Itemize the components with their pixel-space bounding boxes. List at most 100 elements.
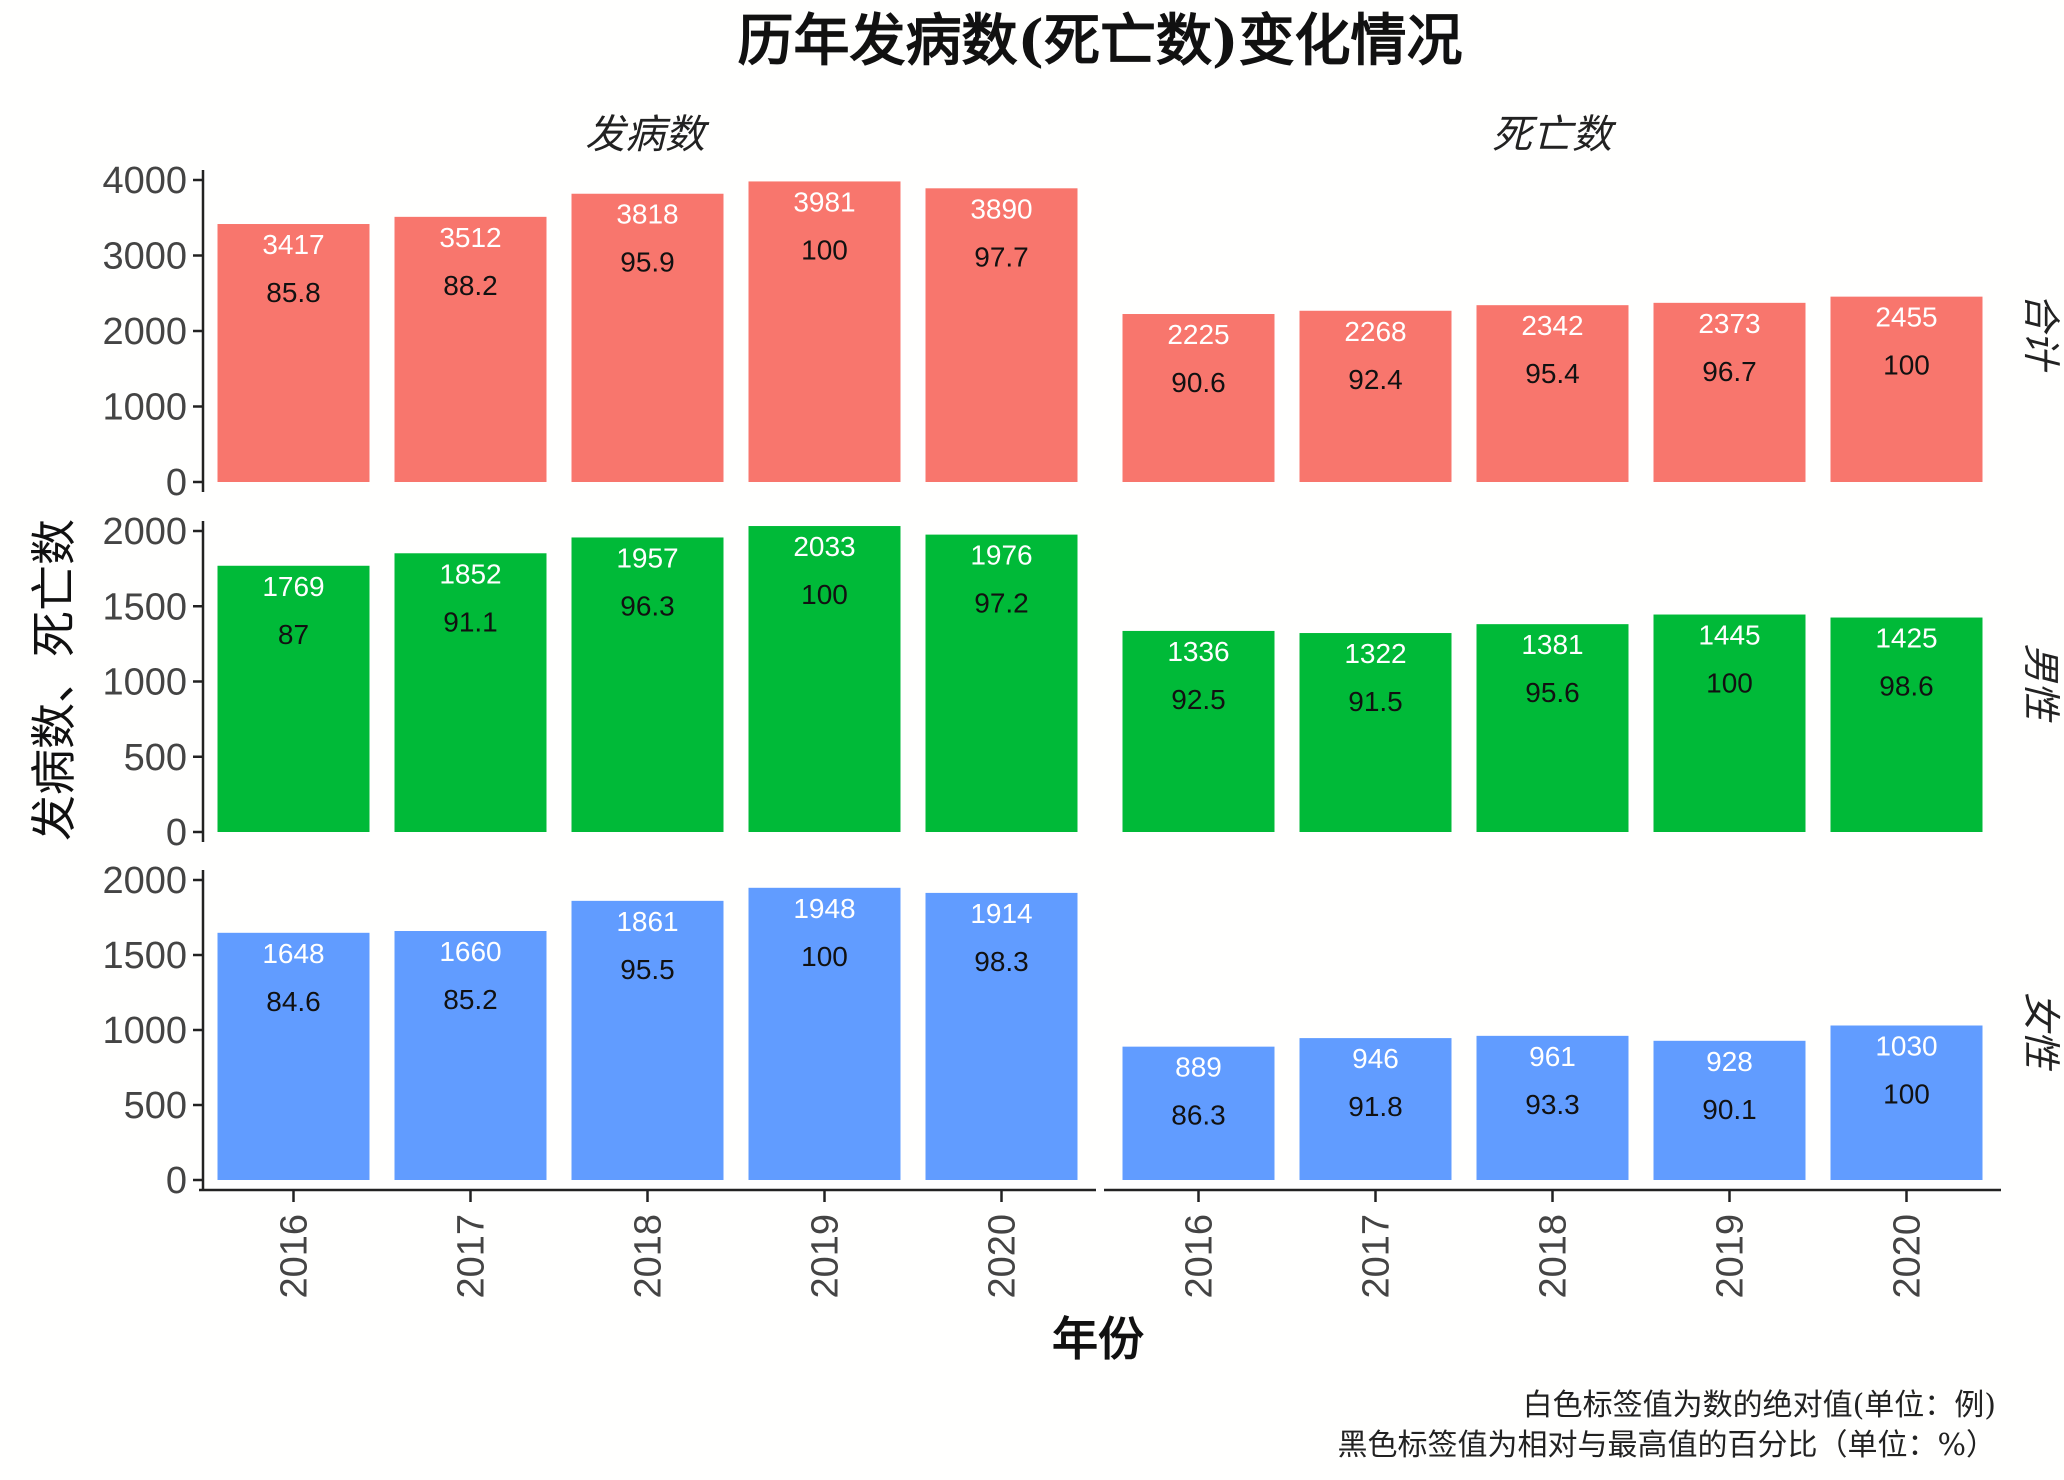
- bar-percent-label: 95.6: [1525, 677, 1580, 708]
- y-tick-label: 1500: [102, 586, 187, 628]
- bar-percent-label: 90.1: [1702, 1094, 1757, 1125]
- bar: [1476, 624, 1629, 832]
- y-tick-label: 4000: [102, 160, 187, 202]
- y-axis-title: 发病数、死亡数: [27, 519, 81, 841]
- bar-value-label: 2373: [1698, 308, 1760, 339]
- bar-percent-label: 100: [801, 579, 848, 610]
- bar: [1476, 305, 1629, 482]
- bar-value-label: 3981: [793, 186, 855, 217]
- bar-percent-label: 92.4: [1348, 364, 1403, 395]
- row-strip-label: 女性: [2019, 992, 2063, 1072]
- bar-percent-label: 91.8: [1348, 1091, 1403, 1122]
- x-tick-label: 2019: [1710, 1214, 1752, 1299]
- y-tick-label: 0: [166, 812, 187, 854]
- bar-percent-label: 95.5: [620, 954, 675, 985]
- bar-percent-label: 100: [1883, 1079, 1930, 1110]
- bar-value-label: 1336: [1167, 636, 1229, 667]
- x-tick-label: 2020: [982, 1214, 1024, 1299]
- bar-percent-label: 100: [801, 234, 848, 265]
- bar-value-label: 961: [1529, 1041, 1576, 1072]
- bar-percent-label: 100: [1883, 350, 1930, 381]
- y-tick-label: 0: [166, 1160, 187, 1202]
- bar: [1476, 1035, 1629, 1180]
- bar-value-label: 1976: [970, 540, 1032, 571]
- bar-value-label: 3512: [439, 222, 501, 253]
- bar-percent-label: 95.9: [620, 247, 675, 278]
- bar-percent-label: 98.6: [1879, 671, 1934, 702]
- bar-percent-label: 93.3: [1525, 1089, 1580, 1120]
- bar-percent-label: 92.5: [1171, 684, 1226, 715]
- column-strip-incidence: 发病数: [585, 112, 710, 158]
- caption-line-2: 黑色标签值为相对与最高值的百分比（单位：%）: [1337, 1428, 1996, 1463]
- bar-percent-label: 96.3: [620, 590, 675, 621]
- y-tick-label: 1000: [102, 387, 187, 429]
- bar: [1830, 1025, 1983, 1180]
- bar-value-label: 2268: [1344, 316, 1406, 347]
- bar-value-label: 2033: [793, 531, 855, 562]
- row-strip-label: 合计: [2019, 293, 2063, 373]
- y-tick-label: 1000: [102, 1010, 187, 1052]
- bar: [1122, 630, 1275, 832]
- bar: [394, 216, 547, 482]
- bar: [394, 931, 547, 1180]
- bar-value-label: 1769: [262, 571, 324, 602]
- bar: [1299, 633, 1452, 832]
- bar-percent-label: 88.2: [443, 270, 498, 301]
- bar-value-label: 1425: [1875, 623, 1937, 654]
- caption-line-1: 白色标签值为数的绝对值(单位：例): [1523, 1388, 1996, 1423]
- bar: [394, 553, 547, 832]
- bar-value-label: 2225: [1167, 319, 1229, 350]
- row-strip-label: 男性: [2019, 643, 2063, 723]
- bar-value-label: 1852: [439, 558, 501, 589]
- bar: [217, 932, 370, 1180]
- y-tick-label: 1000: [102, 662, 187, 704]
- x-tick-label: 2020: [1887, 1214, 1929, 1299]
- bar: [1122, 314, 1275, 482]
- bar-value-label: 1957: [616, 542, 678, 573]
- bar-value-label: 1445: [1698, 620, 1760, 651]
- bar: [1122, 1046, 1275, 1180]
- bar: [1830, 617, 1983, 832]
- y-tick-label: 2000: [102, 511, 187, 553]
- bar: [1653, 302, 1806, 482]
- y-axes-group: 0 1000 2000 3000 4000 0 500 1000 1500 2000 0 500 100…: [102, 160, 205, 1202]
- bar: [748, 887, 901, 1180]
- y-tick-label: 2000: [102, 311, 187, 353]
- bar: [571, 900, 724, 1180]
- y-tick-label: 1500: [102, 935, 187, 977]
- bar-value-label: 928: [1706, 1046, 1753, 1077]
- bar-value-label: 3890: [970, 193, 1032, 224]
- bar-percent-label: 95.4: [1525, 358, 1580, 389]
- bar-percent-label: 98.3: [974, 946, 1029, 977]
- bar: [1299, 310, 1452, 482]
- bar: [1653, 614, 1806, 832]
- bar-value-label: 1914: [970, 898, 1032, 929]
- x-tick-label: 2018: [1533, 1214, 1575, 1299]
- bar: [925, 534, 1078, 832]
- bar: [1653, 1040, 1806, 1180]
- x-axes-group: 2016 2017 2018 2019 2020 2016 2017 2018 2019 2020: [199, 1188, 2001, 1299]
- bar-percent-label: 91.5: [1348, 686, 1403, 717]
- bar-percent-label: 87: [278, 619, 309, 650]
- bar-percent-label: 97.2: [974, 588, 1029, 619]
- y-tick-label: 500: [124, 737, 187, 779]
- x-tick-label: 2017: [451, 1214, 493, 1299]
- panels-group: 合计 3417 85.8 3512 88.2 3818 95.9 3981 100 3890 97.…: [217, 181, 2063, 1180]
- x-tick-label: 2017: [1356, 1214, 1398, 1299]
- bar-value-label: 2455: [1875, 302, 1937, 333]
- bar-value-label: 1660: [439, 936, 501, 967]
- bar: [1299, 1038, 1452, 1180]
- bar: [925, 892, 1078, 1180]
- bar-percent-label: 90.6: [1171, 367, 1226, 398]
- bar-value-label: 3818: [616, 199, 678, 230]
- bar-value-label: 1322: [1344, 638, 1406, 669]
- bar-value-label: 1381: [1521, 629, 1583, 660]
- bar: [748, 181, 901, 482]
- column-strip-deaths: 死亡数: [1492, 112, 1617, 158]
- bar-percent-label: 100: [1706, 668, 1753, 699]
- x-tick-label: 2016: [1179, 1214, 1221, 1299]
- x-axis-title: 年份: [1052, 1312, 1144, 1366]
- bar-value-label: 2342: [1521, 310, 1583, 341]
- bar: [1830, 296, 1983, 482]
